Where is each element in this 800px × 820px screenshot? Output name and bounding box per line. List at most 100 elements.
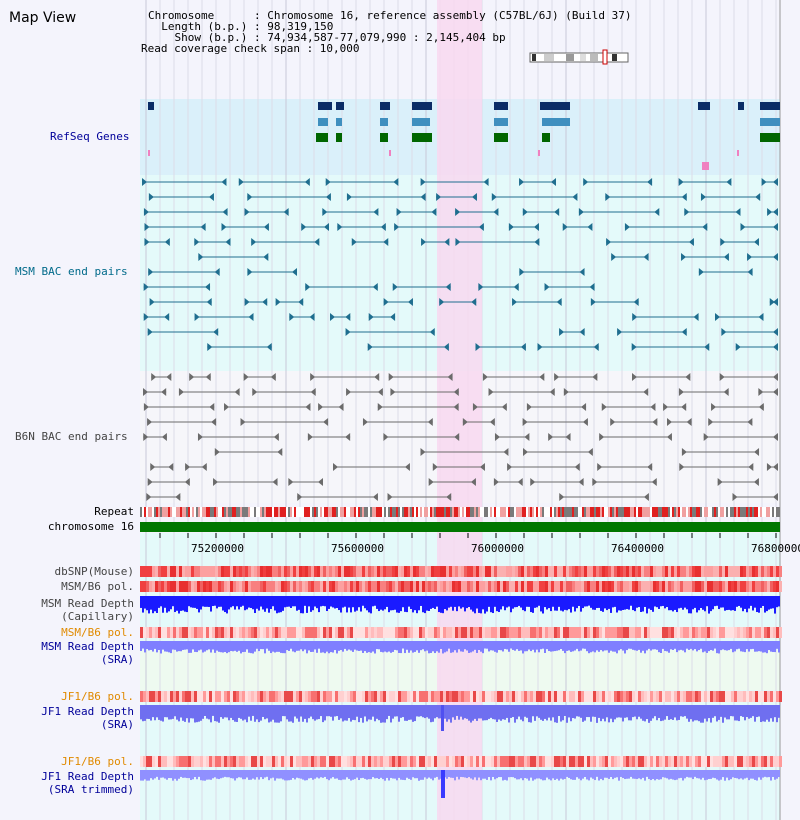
jf1-trim-depth-bar — [712, 770, 714, 778]
dbsnp-cell — [749, 566, 752, 577]
jf1-trim-depth-bar — [622, 770, 624, 779]
jf1-b6-pol-cell — [617, 691, 620, 702]
bac-end-marker — [740, 223, 746, 231]
jf1-b6-pol-cell — [350, 691, 353, 702]
bac-end-marker — [304, 178, 310, 186]
msm-bac-label[interactable]: MSM BAC end pairs — [15, 265, 128, 278]
msm-sra-depth-bar — [630, 641, 632, 649]
jf1-b6-pol-cell — [359, 691, 362, 702]
repeat-cell — [730, 507, 732, 517]
jf1-trim-depth-bar — [688, 770, 690, 778]
jf1-sra-depth-bar — [352, 705, 354, 720]
jf1-trim-depth-bar — [406, 770, 408, 778]
jf1-b6-pol-trim-cell — [236, 756, 239, 767]
jf1-sra-depth-bar — [478, 705, 480, 719]
msm-sra-depth-bar — [732, 641, 734, 653]
jf1-b6-pol-cell — [545, 691, 548, 702]
jf1-sra-depth-bar — [564, 705, 566, 716]
dbsnp-cell — [743, 566, 746, 577]
bac-end-marker — [185, 463, 191, 471]
dbsnp-cell — [575, 566, 578, 577]
msm-b6-pol-sra-cell — [194, 627, 197, 638]
repeat-cell — [310, 507, 312, 517]
jf1-b6-pol-cell — [164, 691, 167, 702]
jf1-b6-pol-trim-cell — [551, 756, 554, 767]
jf1-sra-depth-bar — [190, 705, 192, 719]
msm-sra-depth-bar — [474, 641, 476, 650]
jf1-sra-depth-bar — [326, 705, 328, 717]
msm-sra-depth-bar — [488, 641, 490, 652]
dbsnp-cell — [551, 566, 554, 577]
jf1-b6-pol-cell — [173, 691, 176, 702]
msm-b6-pol-cell — [494, 581, 497, 592]
msm-sra-depth-bar — [700, 641, 702, 649]
repeat-cell — [606, 507, 608, 517]
msm-capillary-depth-bar — [258, 596, 260, 611]
jf1-trim-depth-bar — [676, 770, 678, 780]
jf1-sra-depth-bar — [516, 705, 518, 720]
jf1-b6-pol-cell — [584, 691, 587, 702]
jf1-trim-depth-bar — [422, 770, 424, 780]
jf1-b6-pol-cell — [425, 691, 428, 702]
bac-end-marker — [194, 238, 200, 246]
jf1-trim-depth-bar — [754, 770, 756, 780]
msm-capillary-depth-bar — [314, 596, 316, 607]
dbsnp-cell — [413, 566, 416, 577]
msm-b6-pol-cell — [578, 581, 581, 592]
msm-capillary-depth-bar — [302, 596, 304, 614]
msm-capillary-depth-bar — [758, 596, 760, 613]
msm-b6-pol-cell — [707, 581, 710, 592]
msm-b6-pol-cell — [614, 581, 617, 592]
dbsnp-cell — [287, 566, 290, 577]
jf1-b6-pol-trim-cell — [143, 756, 146, 767]
jf1-trim-depth-bar — [638, 770, 640, 779]
bac-end-marker — [663, 403, 669, 411]
jf1-sra-depth-bar — [536, 705, 538, 717]
msm-capillary-depth-bar — [160, 596, 162, 607]
msm-b6-pol-sra-cell — [758, 627, 761, 638]
msm-sra-depth-bar — [404, 641, 406, 654]
jf1-b6-pol-trim-cell — [458, 756, 461, 767]
msm-b6-pol-sra-cell — [203, 627, 206, 638]
msm-capillary-depth-bar — [644, 596, 646, 607]
refseq-label[interactable]: RefSeq Genes — [50, 130, 130, 143]
jf1-b6-pol-cell — [146, 691, 149, 702]
page-title: Map View — [9, 10, 77, 26]
repeat-cell — [582, 507, 584, 517]
dbsnp-cell — [626, 566, 629, 577]
jf1-trim-depth-bar — [532, 770, 534, 781]
msm-b6-pol-cell — [281, 581, 284, 592]
jf1-sra-depth-bar — [166, 705, 168, 718]
msm-sra-depth-bar — [384, 641, 386, 652]
msm-b6-pol-sra-cell — [209, 627, 212, 638]
msm-capillary-depth-bar — [588, 596, 590, 606]
jf1-sra-depth-bar — [266, 705, 268, 719]
repeat-cell — [622, 507, 624, 517]
dbsnp-cell — [707, 566, 710, 577]
msm-b6-pol-cell — [170, 581, 173, 592]
jf1-trim-depth-bar — [650, 770, 652, 781]
repeat-cell — [778, 507, 780, 517]
jf1-trim-depth-bar — [548, 770, 550, 780]
bac-end-marker — [243, 373, 249, 381]
depth-spike — [441, 705, 444, 731]
jf1-sra-depth-bar — [436, 705, 438, 718]
bac-end-marker — [559, 493, 565, 501]
b6n-bac-label[interactable]: B6N BAC end pairs — [15, 430, 128, 443]
bac-end-marker — [537, 343, 543, 351]
jf1-trim-depth-bar — [536, 770, 538, 779]
dbsnp-cell — [185, 566, 188, 577]
jf1-trim-depth-bar — [524, 770, 526, 779]
dbsnp-cell — [659, 566, 662, 577]
bac-end-marker — [503, 448, 509, 456]
dbsnp-cell — [239, 566, 242, 577]
msm-capillary-depth-bar — [594, 596, 596, 610]
msm-capillary-depth-bar — [432, 596, 434, 608]
dbsnp-cell — [188, 566, 191, 577]
msm-b6-pol-cell — [530, 581, 533, 592]
jf1-trim-depth-bar — [390, 770, 392, 778]
repeat-cell — [314, 507, 316, 517]
jf1-sra-depth-bar — [494, 705, 496, 720]
dbsnp-cell — [461, 566, 464, 577]
